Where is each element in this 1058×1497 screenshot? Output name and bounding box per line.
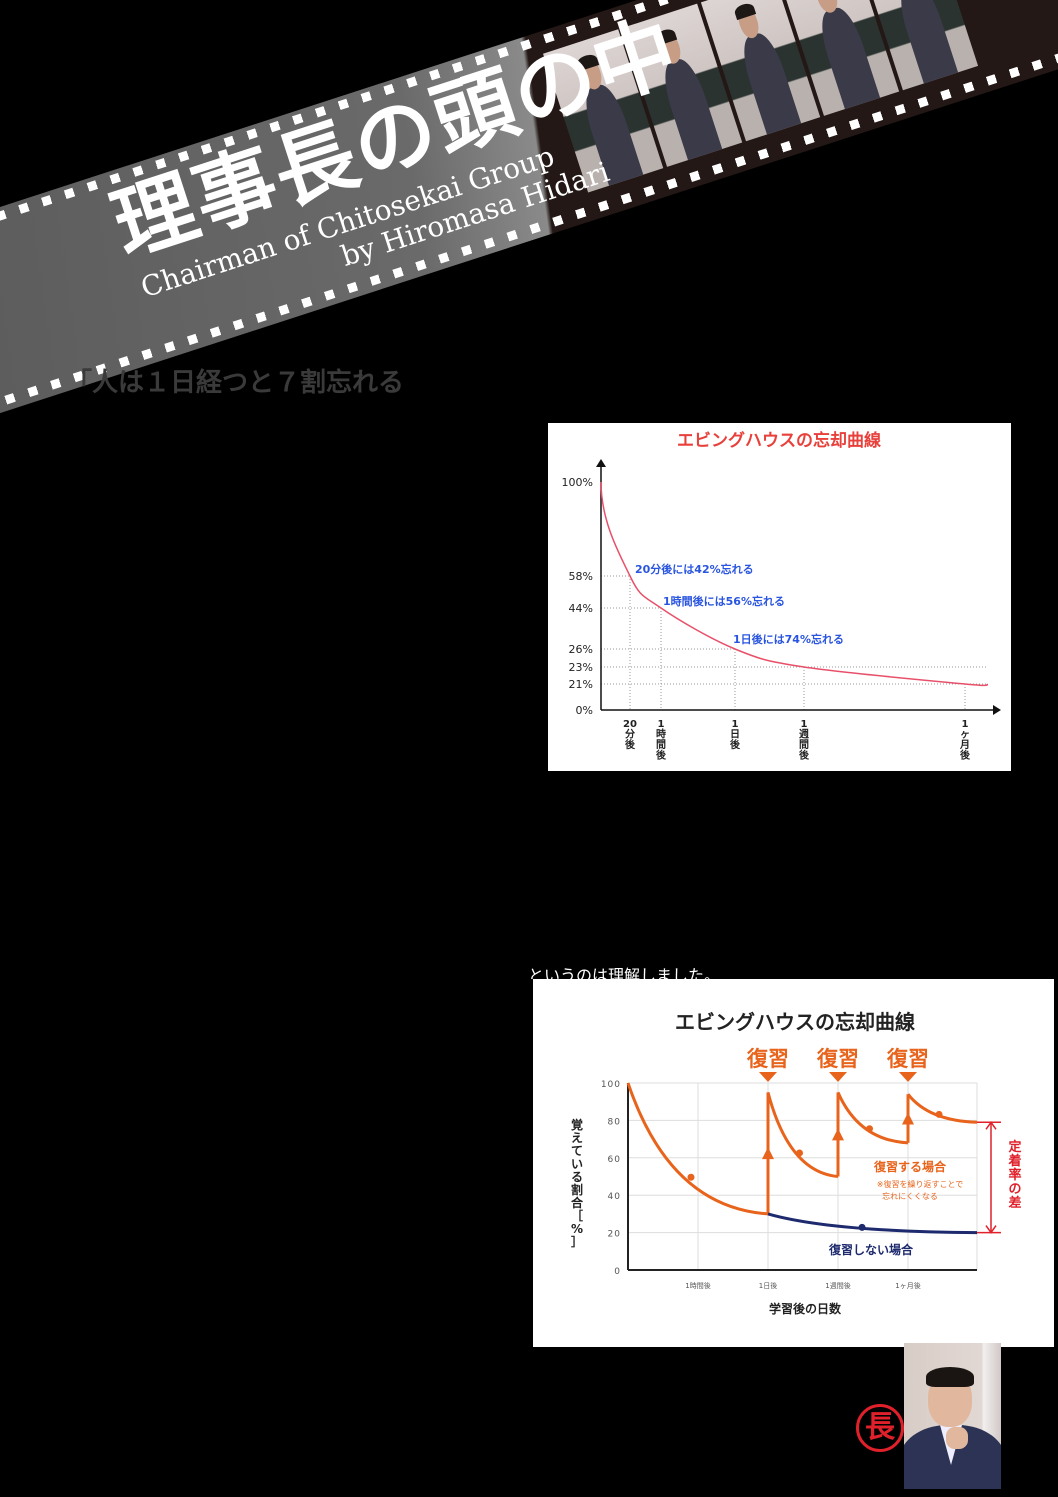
series-label-review: 復習する場合 bbox=[873, 1159, 947, 1174]
x-tick-label: 後 bbox=[960, 749, 971, 762]
direction-arrow-icon bbox=[935, 1110, 943, 1118]
review-marker-label: 復習 bbox=[746, 1047, 789, 1071]
seal-stamp: 長 bbox=[856, 1404, 904, 1452]
x-tick-label: 1 bbox=[801, 719, 808, 730]
series-note: ※復習を繰り返すことで bbox=[877, 1179, 963, 1189]
y-axis-label: 覚えている割合［%］ bbox=[571, 1117, 584, 1249]
y-tick-label: 0 bbox=[614, 1267, 621, 1277]
review-curve-segment bbox=[766, 1091, 839, 1178]
chart-title: エビングハウスの忘却曲線 bbox=[677, 430, 881, 451]
y-tick-label: 100 bbox=[601, 1080, 621, 1090]
y-tick-label: 40 bbox=[608, 1192, 621, 1202]
review-curve-segment bbox=[626, 1082, 769, 1216]
curve-annotation: 1日後には74%忘れる bbox=[733, 632, 844, 646]
forgetting-curve-chart: エビングハウスの忘却曲線 100% 58% 44% 26% 23% 21% 0% 20 分後 1 時間… bbox=[548, 423, 1011, 771]
x-tick-label: 月 bbox=[959, 739, 970, 751]
x-tick-label: 間 bbox=[656, 739, 666, 751]
section-heading: 「人は１日経つと７割忘れる bbox=[66, 368, 405, 398]
arrow-up-icon bbox=[832, 1128, 844, 1141]
review-curve-svg: エビングハウスの忘却曲線 0 20 40 60 80 100 1時間後 1日後 1週間後 1ヶ月後学… bbox=[571, 1010, 1022, 1316]
chart-title: エビングハウスの忘却曲線 bbox=[675, 1010, 915, 1034]
y-tick-label: 20 bbox=[608, 1230, 621, 1240]
x-tick-label: 後 bbox=[656, 749, 667, 762]
x-tick-label: 1日後 bbox=[759, 1281, 777, 1290]
forgetting-curve-line bbox=[600, 481, 989, 687]
y-axis-arrow-icon bbox=[596, 459, 606, 467]
direction-arrow-icon bbox=[866, 1125, 873, 1133]
review-curve-segment bbox=[836, 1091, 909, 1145]
forgetting-curve-svg: エビングハウスの忘却曲線100%58%44%26%23%21%0%20分後1時間… bbox=[562, 430, 1001, 762]
y-tick-label: 60 bbox=[608, 1155, 621, 1165]
review-marker-label: 復習 bbox=[816, 1047, 859, 1071]
x-axis-label: 学習後の日数 bbox=[769, 1301, 842, 1316]
triangle-down-icon bbox=[899, 1072, 917, 1082]
x-tick-label: 1週間後 bbox=[825, 1281, 850, 1290]
x-tick-label: 間 bbox=[799, 739, 809, 751]
y-tick-label: 58% bbox=[569, 570, 593, 583]
x-tick-label: 後 bbox=[625, 738, 636, 751]
x-tick-label: 1 bbox=[658, 719, 665, 730]
x-tick-label: ヶ bbox=[960, 730, 970, 741]
y-tick-label: 21% bbox=[569, 678, 593, 691]
gap-label: 定着率の差 bbox=[1007, 1139, 1021, 1211]
x-tick-label: 20 bbox=[623, 719, 637, 730]
exclamation-text: ! bbox=[535, 1216, 543, 1235]
y-tick-label: 100% bbox=[562, 476, 593, 489]
triangle-down-icon bbox=[829, 1072, 847, 1082]
x-tick-label: 1 bbox=[962, 719, 969, 730]
x-tick-label: 1時間後 bbox=[685, 1281, 710, 1290]
direction-arrow-icon bbox=[796, 1149, 803, 1157]
no-review-curve-segment bbox=[767, 1212, 978, 1235]
arrow-up-icon bbox=[762, 1147, 774, 1160]
y-tick-label: 23% bbox=[569, 661, 593, 674]
double-arrow-icon bbox=[985, 1120, 997, 1234]
x-axis-arrow-icon bbox=[993, 705, 1001, 715]
y-tick-label: 0% bbox=[576, 704, 593, 717]
chairman-photo bbox=[904, 1343, 1001, 1489]
x-tick-label: 分 bbox=[625, 728, 635, 741]
x-tick-label: 時 bbox=[656, 728, 666, 741]
x-tick-label: 後 bbox=[730, 738, 741, 751]
x-tick-label: 日 bbox=[730, 729, 740, 741]
series-note: 忘れにくくなる bbox=[882, 1191, 938, 1201]
review-curve-chart: エビングハウスの忘却曲線 0 20 40 60 80 100 1時間後 1日後 1週間後 1ヶ月後学… bbox=[533, 979, 1054, 1347]
x-tick-label: 週 bbox=[799, 729, 809, 741]
x-tick-label: 1ヶ月後 bbox=[895, 1281, 920, 1290]
y-tick-label: 26% bbox=[569, 643, 593, 656]
direction-arrow-icon bbox=[858, 1223, 866, 1231]
curve-annotation: 1時間後には56%忘れる bbox=[663, 594, 785, 608]
direction-arrow-icon bbox=[687, 1173, 695, 1181]
x-tick-label: 1 bbox=[732, 719, 739, 730]
review-curve-segment bbox=[906, 1093, 978, 1124]
arrow-up-icon bbox=[902, 1112, 914, 1125]
body-text-cut: というのは理解しました。 bbox=[528, 966, 721, 979]
triangle-down-icon bbox=[759, 1072, 777, 1082]
curve-annotation: 20分後には42%忘れる bbox=[635, 562, 754, 576]
x-tick-label: 後 bbox=[799, 749, 810, 762]
series-label-no-review: 復習しない場合 bbox=[828, 1242, 914, 1257]
y-tick-label: 44% bbox=[569, 602, 593, 615]
review-marker-label: 復習 bbox=[886, 1047, 929, 1071]
y-tick-label: 80 bbox=[608, 1117, 621, 1127]
